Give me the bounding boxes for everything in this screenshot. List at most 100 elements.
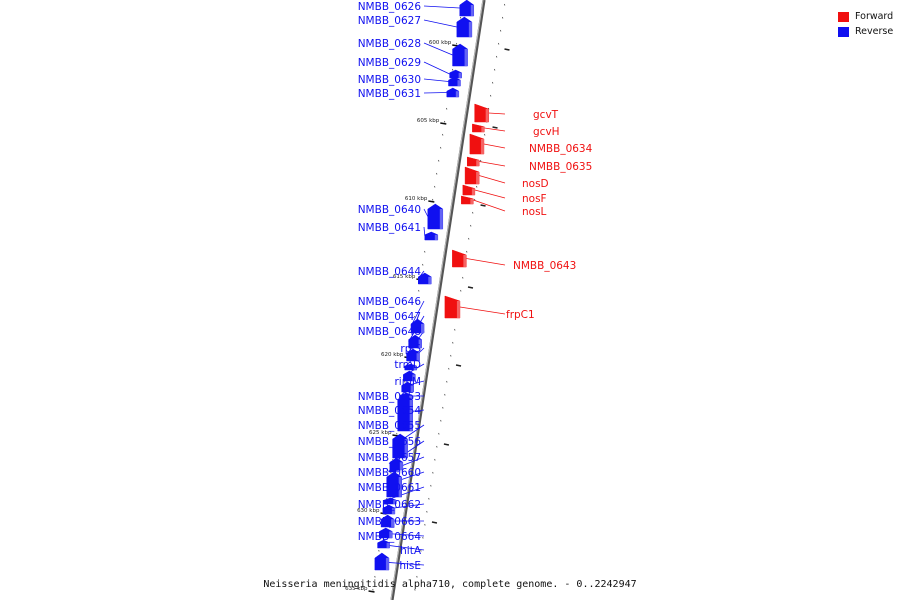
minor-tick xyxy=(422,263,424,266)
reverse-gene-label: NMBB_0646 xyxy=(358,296,422,308)
minor-tick xyxy=(430,484,432,487)
gene-shading xyxy=(399,462,403,470)
tick-label: 630 kbp xyxy=(357,508,380,514)
gene-shading xyxy=(481,126,485,132)
forward-gene xyxy=(469,133,485,155)
minor-tick xyxy=(452,341,454,344)
minor-tick xyxy=(442,133,444,136)
legend-reverse-label: Reverse xyxy=(855,26,894,37)
minor-tick xyxy=(440,419,442,422)
reverse-leader xyxy=(423,92,447,94)
reverse-gene xyxy=(406,348,420,362)
minor-tick xyxy=(418,289,420,292)
reverse-leader xyxy=(423,5,460,9)
reverse-gene-label: NMBB_0661 xyxy=(358,482,421,494)
gene-shading xyxy=(413,366,417,370)
forward-leader xyxy=(478,175,506,184)
minor-tick xyxy=(428,497,430,500)
reverse-gene xyxy=(377,539,390,549)
minor-tick xyxy=(440,146,442,149)
minor-tick xyxy=(444,393,446,396)
gene-features xyxy=(374,0,489,571)
minor-tick xyxy=(472,211,474,214)
forward-leader xyxy=(484,127,506,132)
gene-shading xyxy=(476,172,480,184)
legend-forward: Forward xyxy=(838,9,893,24)
major-tick xyxy=(440,122,447,125)
reverse-gene xyxy=(379,527,393,539)
minor-tick xyxy=(372,588,374,591)
minor-tick xyxy=(426,510,428,513)
minor-tick xyxy=(414,315,416,318)
minor-tick xyxy=(470,224,472,227)
minor-tick xyxy=(446,107,448,110)
reverse-gene xyxy=(403,370,416,382)
minor-tick xyxy=(432,471,434,474)
minor-tick xyxy=(416,302,418,305)
minor-tick xyxy=(448,367,450,370)
gene-shading xyxy=(409,395,413,399)
gene-shading xyxy=(480,139,484,154)
minor-tick xyxy=(466,250,468,253)
reverse-gene xyxy=(374,552,390,571)
reverse-gene-label: NMBB_0663 xyxy=(358,516,421,528)
minor-tick xyxy=(444,120,446,123)
gene-shading xyxy=(470,198,474,204)
minor-tick xyxy=(420,549,422,552)
minor-tick xyxy=(456,42,458,45)
reverse-leader xyxy=(423,19,457,28)
reverse-leader xyxy=(423,61,450,75)
gene-shading xyxy=(409,400,413,431)
forward-gene xyxy=(452,249,467,268)
reverse-gene xyxy=(386,471,402,498)
minor-tick xyxy=(480,159,482,162)
mid-tick xyxy=(480,204,486,207)
minor-tick xyxy=(460,289,462,292)
reverse-gene xyxy=(392,433,408,459)
reverse-leader xyxy=(423,78,449,82)
reverse-gene xyxy=(382,504,396,515)
minor-tick xyxy=(446,380,448,383)
gene-shading xyxy=(395,470,399,472)
forward-gene-label: nosF xyxy=(522,193,547,205)
forward-leader xyxy=(459,306,506,315)
gene-shading xyxy=(398,477,402,497)
legend-forward-label: Forward xyxy=(855,11,894,22)
minor-tick xyxy=(450,354,452,357)
genome-axis xyxy=(390,0,486,600)
minor-tick xyxy=(432,198,434,201)
reverse-gene xyxy=(401,381,414,393)
reverse-gene-label: rplS xyxy=(400,343,421,355)
minor-tick xyxy=(414,588,416,591)
gene-shading xyxy=(416,353,420,361)
forward-gene xyxy=(474,103,489,123)
forward-gene xyxy=(472,123,485,133)
reverse-gene-label: rimM xyxy=(394,376,421,388)
reverse-swatch xyxy=(838,26,849,37)
minor-tick xyxy=(416,575,418,578)
tick-label: 635 kbp xyxy=(345,586,368,592)
gene-shading xyxy=(386,542,390,548)
forward-leader xyxy=(483,143,506,149)
reverse-gene-label: NMBB_0629 xyxy=(358,57,421,69)
reverse-gene-label: NMBB_0664 xyxy=(358,531,422,543)
tick-label: 620 kbp xyxy=(381,352,404,358)
gene-shading xyxy=(418,339,422,348)
gene-shading xyxy=(421,323,425,333)
reverse-gene-label: NMBB_0631 xyxy=(358,88,421,100)
reverse-gene xyxy=(388,469,400,473)
reverse-gene-label: NMBB_0656 xyxy=(358,436,422,448)
forward-gene xyxy=(444,295,461,319)
minor-tick xyxy=(496,55,498,58)
minor-tick xyxy=(502,16,504,19)
reverse-gene xyxy=(389,457,404,471)
minor-tick xyxy=(476,185,478,188)
reverse-leader xyxy=(423,226,426,237)
forward-gene-label: NMBB_0635 xyxy=(529,161,592,173)
minor-tick xyxy=(452,68,454,71)
mid-tick xyxy=(455,364,462,367)
forward-leader xyxy=(473,199,506,212)
minor-tick xyxy=(434,185,436,188)
reverse-gene-label: NMBB_0655 xyxy=(358,420,421,432)
reverse-gene-label: NMBB_0653 xyxy=(358,391,421,403)
